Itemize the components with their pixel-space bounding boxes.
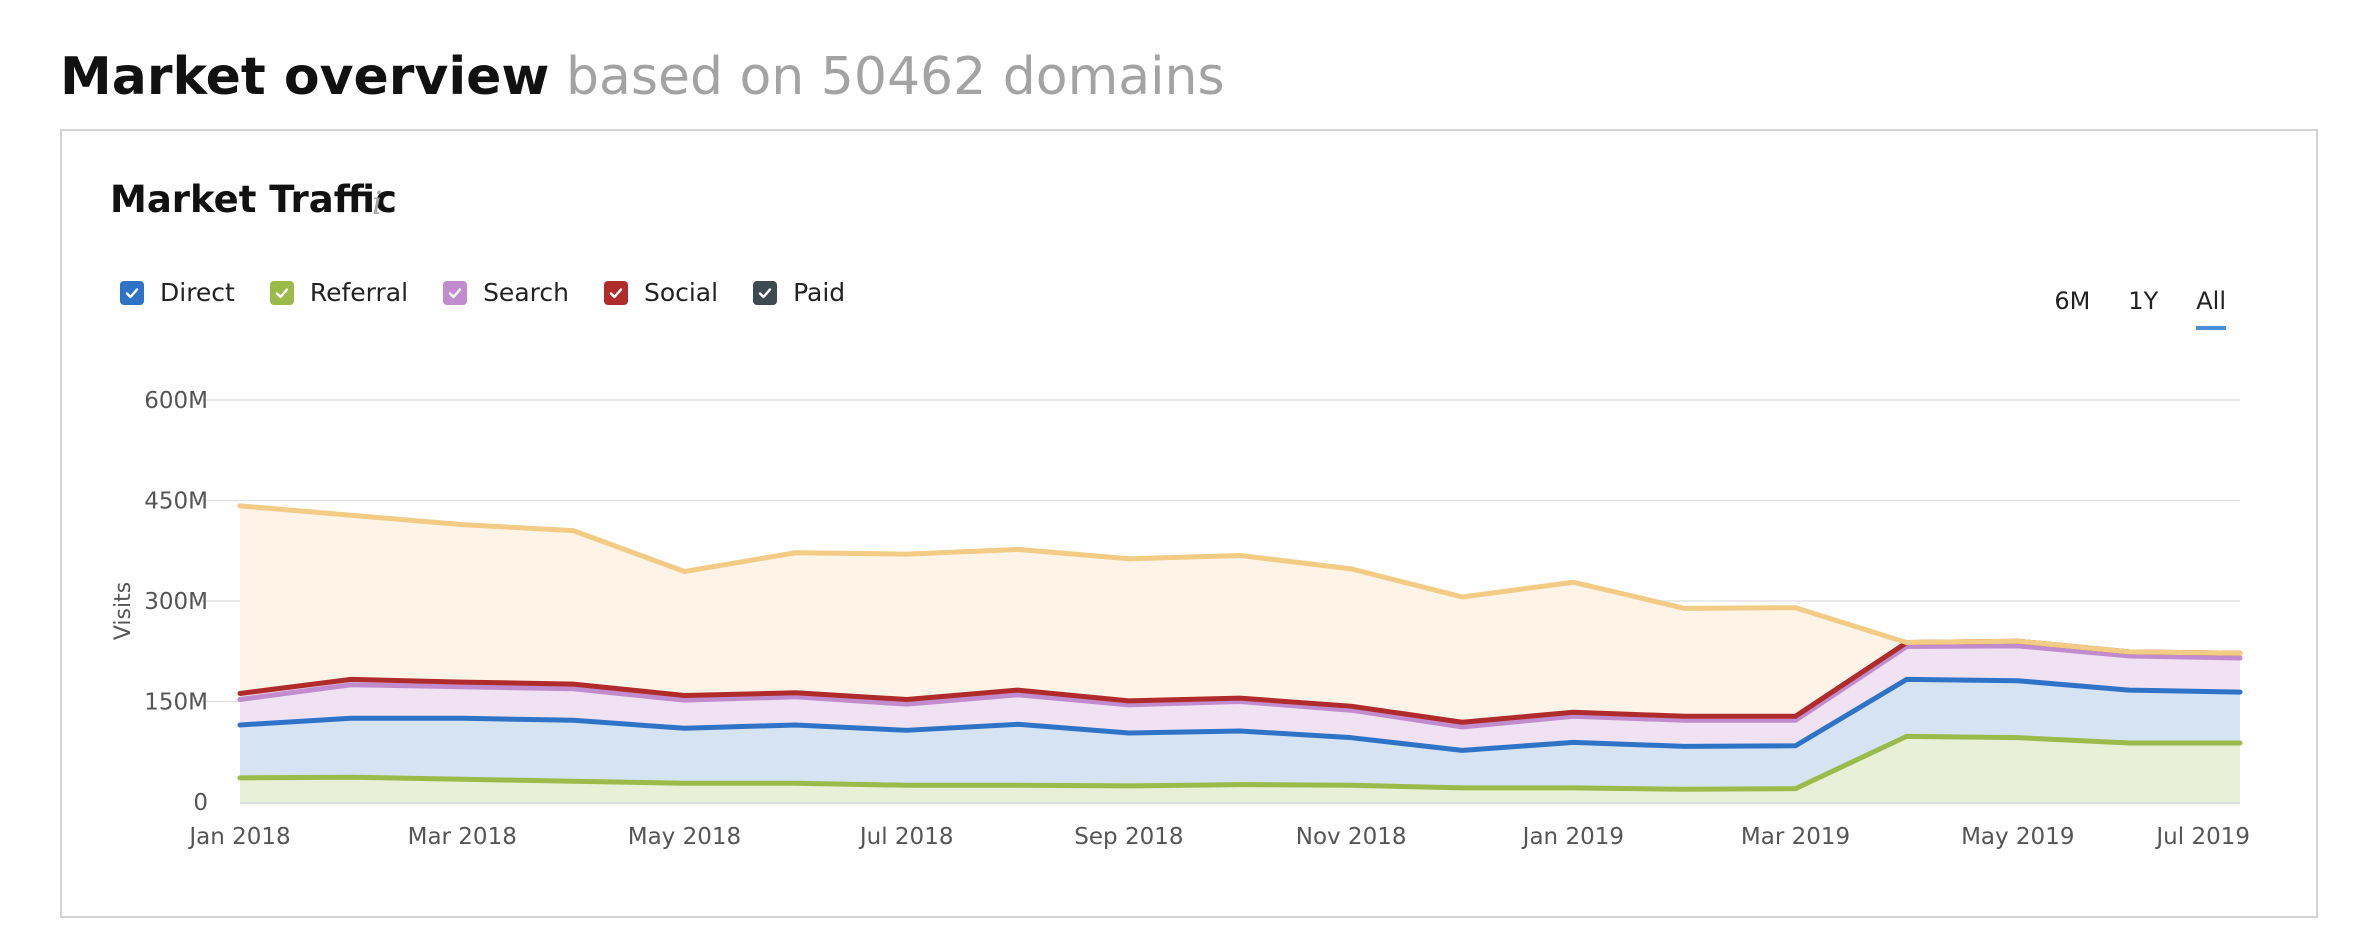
page-heading: Market overview based on 50462 domains <box>60 42 1225 112</box>
legend: Direct Referral Search Social Paid <box>120 278 880 308</box>
legend-label: Social <box>643 278 719 307</box>
checkbox-icon[interactable] <box>120 281 144 305</box>
area-paid <box>240 505 2240 723</box>
range-selector: 6M 1Y All <box>2016 286 2226 330</box>
line-paid <box>237 503 2243 656</box>
x-tick-label: May 2018 <box>628 824 741 850</box>
y-tick-label: 0 <box>193 790 208 816</box>
y-axis-title: Visits <box>111 582 136 640</box>
y-tick-label: 600M <box>144 388 208 414</box>
line-search <box>237 643 2243 730</box>
range-6m[interactable]: 6M <box>2054 287 2091 315</box>
y-tick-label: 450M <box>144 489 208 515</box>
checkbox-icon[interactable] <box>443 281 468 305</box>
checkbox-icon[interactable] <box>269 281 294 305</box>
info-icon[interactable]: i <box>372 184 383 222</box>
card-title: Market Traffic <box>110 178 397 221</box>
x-tick-label: Jul 2018 <box>858 824 954 850</box>
x-tick-label: Jul 2019 <box>2154 824 2250 850</box>
x-tick-label: Mar 2018 <box>408 824 517 850</box>
legend-item-direct[interactable]: Direct <box>120 278 235 308</box>
range-all[interactable]: All <box>2196 286 2226 330</box>
legend-item-social[interactable]: Social <box>603 278 719 308</box>
x-tick-label: Nov 2018 <box>1296 824 1407 850</box>
page-title: Market overview <box>60 47 550 107</box>
line-referral <box>237 733 2243 792</box>
y-tick-label: 150M <box>144 690 208 716</box>
x-tick-label: Mar 2019 <box>1741 824 1850 850</box>
y-tick-label: 300M <box>144 589 208 615</box>
legend-item-paid[interactable]: Paid <box>753 278 845 308</box>
area-direct <box>240 679 2240 790</box>
range-1y[interactable]: 1Y <box>2128 287 2159 315</box>
legend-item-referral[interactable]: Referral <box>269 278 409 308</box>
x-tick-label: Jan 2018 <box>187 824 290 850</box>
legend-label: Search <box>483 278 569 307</box>
x-tick-label: Sep 2018 <box>1074 824 1183 850</box>
legend-label: Referral <box>309 278 409 307</box>
checkbox-icon[interactable] <box>753 281 778 305</box>
checkbox-icon[interactable] <box>603 281 628 305</box>
page-subtitle: based on 50462 domains <box>566 47 1225 107</box>
line-direct <box>237 676 2243 753</box>
x-tick-label: May 2019 <box>1961 824 2074 850</box>
legend-label: Paid <box>793 278 846 307</box>
x-tick-label: Jan 2019 <box>1521 824 1624 850</box>
legend-label: Direct <box>160 278 235 307</box>
legend-item-search[interactable]: Search <box>443 278 569 308</box>
